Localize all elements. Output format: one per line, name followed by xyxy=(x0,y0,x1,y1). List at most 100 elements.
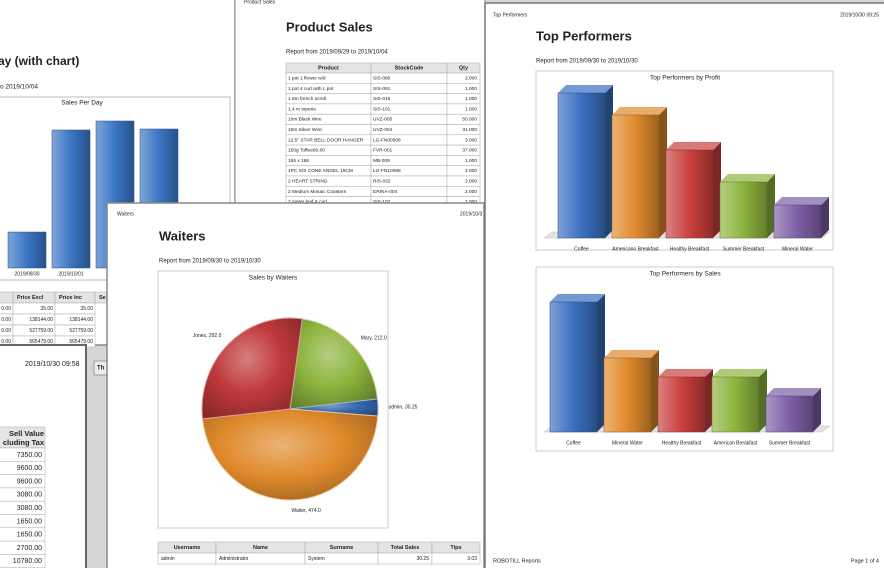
bar-side xyxy=(605,85,613,238)
bar xyxy=(603,357,652,433)
bar-top xyxy=(774,197,829,205)
table-cell-text: 1.000 xyxy=(465,86,477,92)
bar xyxy=(719,181,768,239)
category-label: Summer Breakfast xyxy=(769,440,811,446)
category-label: Coffee xyxy=(574,246,589,252)
table-cell-text: 1.8m french scroll xyxy=(288,96,326,102)
chart-title: Sales by Waiters xyxy=(249,275,298,282)
table-cell-text: 138144.00 xyxy=(29,317,53,323)
page-date: 2019/10/30 09:25 xyxy=(840,12,879,18)
bar-side xyxy=(705,369,713,432)
table-cell-text: 2.000 xyxy=(465,168,477,174)
report-subtitle: Report from 2019/09/29 to 2019/10/04 xyxy=(286,50,388,56)
pie-label: Jones, 292.0 xyxy=(193,333,222,339)
column-header: Se xyxy=(99,295,106,301)
table-cell-text: 3.000 xyxy=(465,137,477,143)
bar-top xyxy=(604,350,659,358)
bar xyxy=(765,395,814,433)
bar-top xyxy=(558,85,613,93)
table-cell-text: 2700.00 xyxy=(17,545,42,552)
bar-side xyxy=(659,107,667,238)
column-header: Sell Value xyxy=(9,429,44,438)
bar-top xyxy=(612,107,667,115)
bar-top xyxy=(766,388,821,396)
table-cell-text: 2 Medium Mosaic Coasters xyxy=(288,189,347,195)
table-cell-text: LG-FN10068 xyxy=(373,168,401,174)
column-header: StockCode xyxy=(395,65,424,71)
page-date: 2019/10/3 xyxy=(460,211,482,217)
table-cell-text: 565479.00 xyxy=(29,339,53,345)
table-cell-text: 7350.00 xyxy=(17,452,42,459)
column-header: Tips xyxy=(450,545,461,551)
table-cell-text: FVR-001 xyxy=(373,148,393,154)
table-cell-text: 37.000 xyxy=(462,148,477,154)
table-cell-text: RIS-032 xyxy=(373,178,391,184)
report-timestamp: 2019/10/30 09:58 xyxy=(25,361,80,368)
page-label: Product Sales xyxy=(244,0,276,5)
table-cell-text: 10m Silver Wire xyxy=(288,127,322,133)
table-cell-text: 2 HEART STRING xyxy=(288,178,328,184)
table-cell-text: 3080.00 xyxy=(17,505,42,512)
pie-slice xyxy=(201,317,303,420)
bar-side xyxy=(713,142,721,238)
bar-side xyxy=(759,369,767,432)
bar-top xyxy=(712,369,767,377)
bar-side xyxy=(821,197,829,238)
category-label: Mineral Water xyxy=(782,246,813,252)
table-cell-text: 1.000 xyxy=(465,106,477,112)
page-number: Page 1 of 4 xyxy=(851,558,879,564)
category-label: 2019/10/01 xyxy=(58,271,83,277)
column-header: cluding Tax xyxy=(3,438,45,447)
table-cell-text: 138144.00 xyxy=(69,317,93,323)
table-cell-text: 30.25 xyxy=(416,556,429,562)
footer: ROBOTILL Reports xyxy=(493,558,541,564)
table-cell-text: 2.000 xyxy=(465,189,477,195)
pie-label: Waiter, 474.0 xyxy=(292,508,321,514)
category-label: Healthy Breakfast xyxy=(662,440,702,446)
pie-label: Mary, 212.0 xyxy=(361,335,387,341)
report-subtitle: o 2019/10/04 xyxy=(0,84,38,91)
table-cell-text: SIS-101 xyxy=(373,106,391,112)
column-header: Price Inc xyxy=(59,295,82,301)
table-cell-text: UVZ-004 xyxy=(373,127,393,133)
table-cell-text: 3080.00 xyxy=(17,492,42,499)
table-cell-text: 0.00 xyxy=(1,339,11,345)
table-cell-text: 0.00 xyxy=(1,317,11,323)
table-cell-text: System xyxy=(308,556,325,562)
bar-side xyxy=(767,174,775,238)
bar-top xyxy=(720,174,775,182)
table-cell-text: 35.00 xyxy=(40,306,53,312)
table-cell-text: 1650.00 xyxy=(17,532,42,539)
table-cell-text: 1 pot 4 curl with L pot xyxy=(288,86,334,92)
table-cell-text: 3.03 xyxy=(467,556,477,562)
column-header: Qty xyxy=(459,65,469,71)
table-cell-text: LG-FN00508 xyxy=(373,137,401,143)
category-label: 2019/09/30 xyxy=(14,271,39,277)
table-cell-text: 10780.00 xyxy=(13,558,42,565)
report-subtitle: Report from 2019/09/30 to 2019/10/30 xyxy=(536,59,638,65)
table-cell-text: UVZ-005 xyxy=(373,117,393,123)
column-header: Total Sales xyxy=(391,545,420,551)
table-cell-text: 35.00 xyxy=(80,306,93,312)
chart-title: Sales Per Day xyxy=(61,100,103,107)
table-cell-text: admin xyxy=(161,556,175,562)
pie-slice xyxy=(289,318,379,410)
column-header: Name xyxy=(253,545,268,551)
top-performers-page: Top Performers 2019/10/30 09:25 Top Perfor… xyxy=(484,2,884,568)
tab-label: Th xyxy=(97,366,105,372)
bar xyxy=(611,114,660,239)
category-label: American Breakfast xyxy=(714,440,758,446)
pie-label: admin, 30.25 xyxy=(389,405,418,411)
bar xyxy=(773,204,822,239)
product-sales-page: Product Sales Product Sales Report from 20… xyxy=(234,0,486,208)
table-cell-text: 1.4 m toperie xyxy=(288,106,316,112)
table-cell-text: 1650.00 xyxy=(17,518,42,525)
bar xyxy=(549,301,598,433)
category-label: Summer Breakfast xyxy=(723,246,765,252)
table-cell-text: 527759.00 xyxy=(29,328,53,334)
table-cell-text: SIS-107 xyxy=(373,199,391,205)
category-label: Coffee xyxy=(566,440,581,446)
